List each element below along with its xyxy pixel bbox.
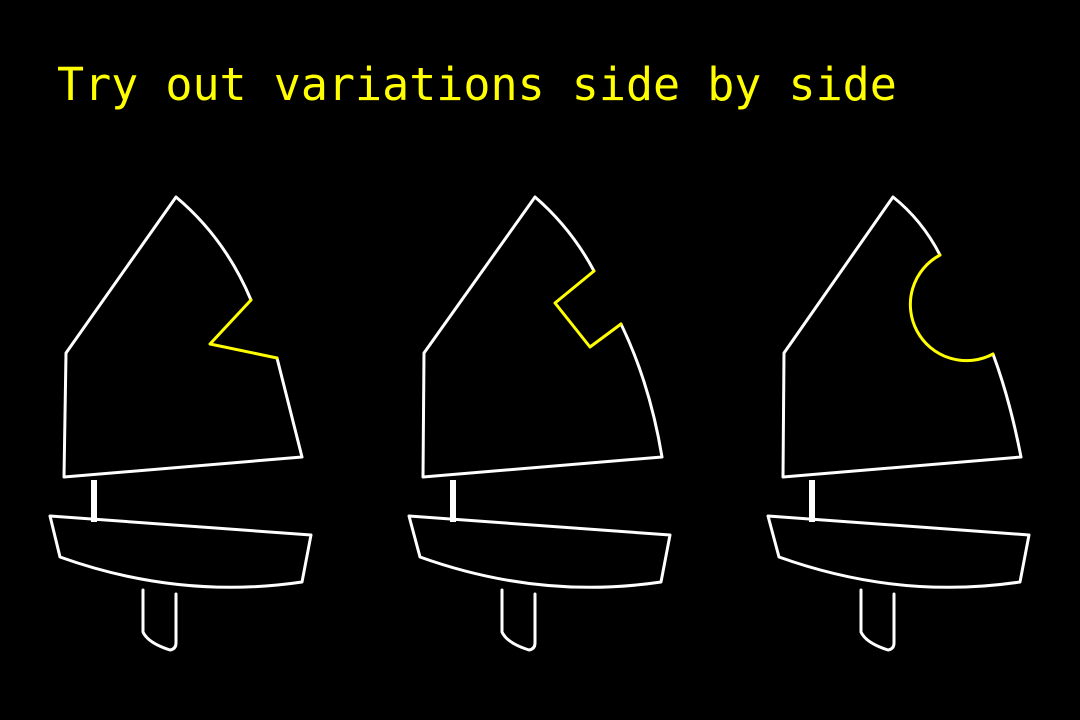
keel <box>500 588 537 652</box>
page-title: Try out variations side by side <box>57 58 897 111</box>
hull <box>766 514 1031 589</box>
hull <box>407 514 672 589</box>
sail-outline <box>781 195 1023 479</box>
boat-variation-3 <box>766 195 1031 652</box>
sail-outline <box>62 195 304 479</box>
boat-variation-2 <box>407 195 672 652</box>
boat-variation-1 <box>48 195 313 652</box>
sail-notch <box>208 298 279 360</box>
sail-notch <box>553 269 623 349</box>
sail-notch <box>908 253 995 363</box>
keel <box>141 588 178 652</box>
hull <box>48 514 313 589</box>
sail-outline <box>421 195 664 479</box>
keel <box>859 588 896 652</box>
